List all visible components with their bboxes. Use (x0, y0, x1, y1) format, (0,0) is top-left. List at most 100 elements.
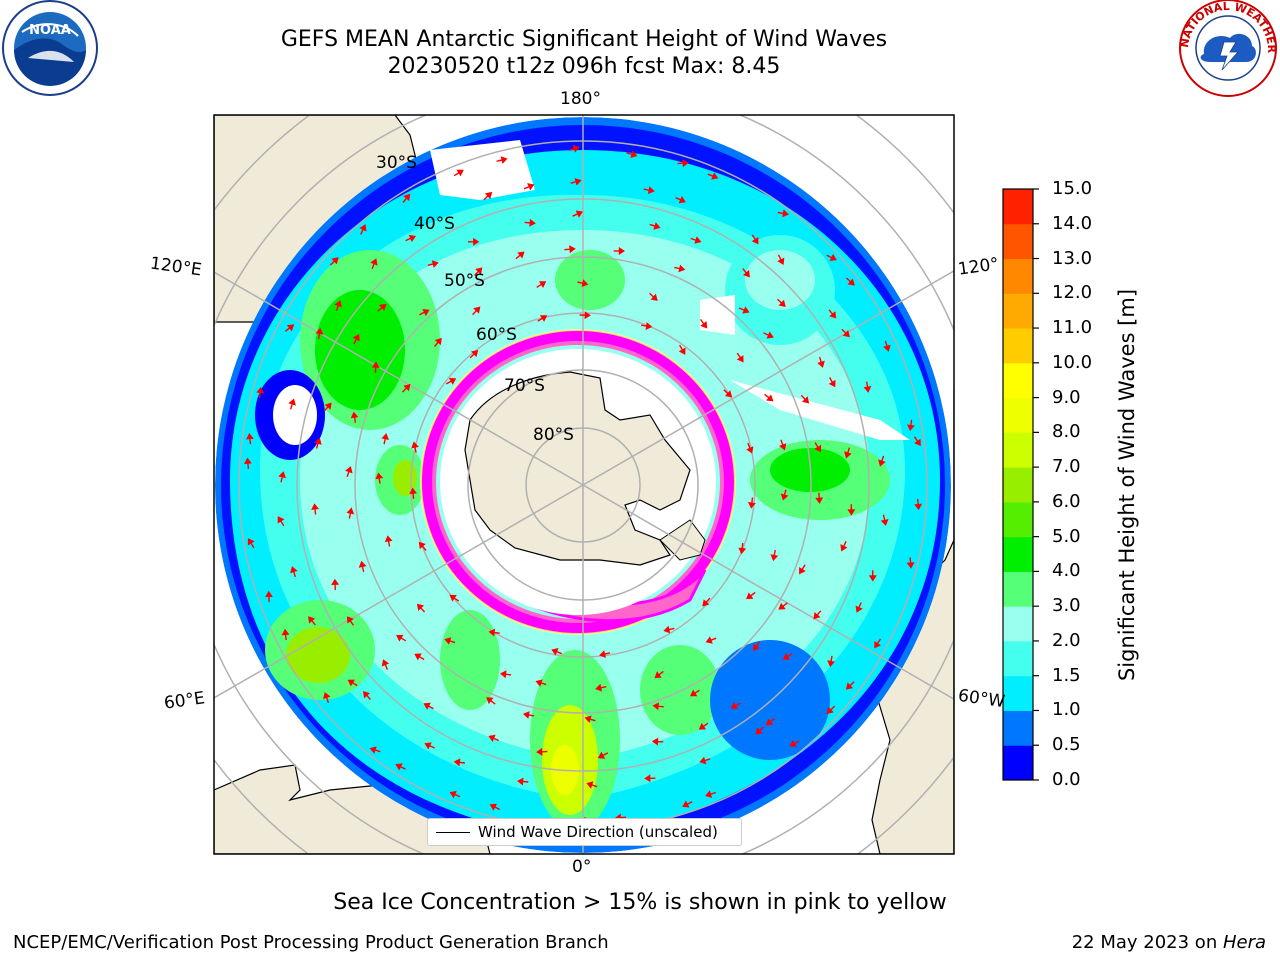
wave-arrow-head (371, 361, 380, 368)
wave-arrow-head (678, 196, 686, 204)
wave-arrow-head (829, 311, 837, 319)
wave-arrow-head (370, 258, 378, 266)
antarctica-landmass (464, 371, 691, 566)
wave-arrow-head (418, 541, 426, 550)
wave-arrow-head (416, 603, 425, 611)
footer-date: 22 May 2023 on Hera (1072, 932, 1266, 953)
wave-arrow-head (698, 722, 707, 730)
wave-arrow-head (817, 360, 825, 368)
wave-arrow-head (396, 634, 404, 642)
wave-arrow-head (434, 337, 442, 346)
wave-arrow-head (574, 178, 582, 186)
colorbar-tick-label: 3.0 (1052, 595, 1081, 617)
wave-arrow-head (584, 715, 592, 724)
noaa-logo-text: NOAA (29, 23, 71, 38)
lat-label-60s: 60°S (476, 325, 517, 345)
wave-arrow-head (424, 742, 432, 750)
wave-arrow-head (914, 503, 923, 511)
wave-arrow-head (746, 446, 754, 454)
map-frame (213, 114, 955, 855)
wave-arrow-head (682, 800, 690, 808)
wave-arrow-head (682, 159, 689, 168)
wave-arrow-head (652, 702, 660, 711)
wave-arrow-head (778, 299, 786, 308)
chart-subtitle: 20230520 t12z 096h fcst Max: 8.45 (387, 54, 781, 79)
wave-arrow-head (331, 257, 339, 265)
wave-arrow-head (422, 308, 430, 317)
wave-arrow-head (247, 538, 255, 546)
wave-arrow-head (334, 300, 342, 308)
colorbar-segment (1003, 675, 1033, 711)
wave-arrow-head (536, 747, 543, 756)
colorbar-tick-label: 1.0 (1052, 699, 1081, 721)
wave-arrow-head (847, 509, 856, 516)
wave-arrow-head (678, 264, 686, 273)
lat-label-50s: 50°S (444, 271, 485, 291)
wave-arrow-head (246, 433, 254, 440)
wave-arrow-head (529, 218, 536, 227)
colorbar-segment (1003, 189, 1033, 225)
chart-title: GEFS MEAN Antarctic Significant Height o… (280, 27, 888, 52)
wave-arrow-head (586, 781, 594, 789)
wave-arrow-head (799, 566, 806, 575)
wave-arrow-head (369, 746, 377, 754)
wave-arrow-head (395, 763, 403, 771)
wave-arrow-head (449, 594, 457, 602)
wave-arrow-head (384, 535, 393, 543)
wave-arrow-head (907, 424, 915, 432)
wave-arrow-head (802, 396, 810, 404)
wave-arrow-head (315, 327, 324, 335)
wave-arrow-head (597, 751, 606, 759)
wave-arrow-head (345, 466, 353, 474)
colorbar-segment (1003, 606, 1033, 642)
wave-arrow-head (489, 803, 498, 811)
wave-arrow-head (569, 245, 576, 254)
wave-arrow-head (352, 333, 360, 342)
colorbar-segment (1003, 501, 1033, 538)
wave-arrow-head (778, 602, 786, 610)
colorbar-tick-label: 2.0 (1052, 629, 1081, 651)
wave-arrow-head (572, 144, 580, 153)
wave-arrow-head (278, 471, 286, 479)
colorbar-segment (1003, 745, 1033, 781)
wave-arrow-head (277, 516, 285, 524)
wave-arrow-head (789, 739, 797, 747)
wave-arrow-head (702, 599, 710, 607)
wave-arrow-head (906, 562, 915, 569)
colorbar-tick-label: 9.0 (1052, 386, 1081, 408)
lat-label-70s: 70°S (504, 376, 545, 396)
wave-arrow-head (599, 650, 606, 658)
sea-ice-ring (420, 329, 736, 635)
colorbar-tick-label: 12.0 (1052, 282, 1093, 304)
sea-ice-note: Sea Ice Concentration > 15% is shown in … (333, 890, 947, 915)
wave-arrow-head (409, 487, 418, 495)
wave-arrow-head (813, 612, 821, 620)
wave-arrow-head (527, 183, 535, 191)
wave-arrow-head (847, 278, 855, 286)
legend-text: Wind Wave Direction (unscaled) (478, 823, 718, 841)
wave-arrow-head (517, 251, 525, 259)
wave-arrow-head (755, 727, 763, 735)
wave-arrow-head (880, 518, 889, 526)
wave-arrow-head (747, 502, 756, 509)
wave-arrow-head (751, 237, 759, 245)
wave-arrow-head (346, 616, 354, 624)
wave-arrow-head (290, 566, 298, 574)
wave-arrow-head (863, 386, 872, 393)
wave-arrow-head (653, 222, 661, 230)
wave-arrow-head (777, 257, 785, 265)
lon-label-180: 180° (560, 89, 601, 109)
colorbar-segment (1003, 536, 1033, 572)
wave-arrow-head (381, 659, 390, 667)
wave-arrow-head (844, 451, 852, 459)
colorbar-frame (1002, 188, 1034, 781)
wave-arrow-head (243, 457, 252, 465)
wave-arrow-head (323, 692, 331, 700)
wave-arrow-head (878, 459, 886, 467)
colorbar-segment (1003, 397, 1033, 433)
wave-arrow-head (654, 671, 662, 679)
wave-arrow-head (705, 636, 713, 644)
wave-arrow-head (423, 702, 431, 710)
wave-arrow-head (724, 390, 733, 398)
wave-arrow-head (411, 441, 419, 449)
